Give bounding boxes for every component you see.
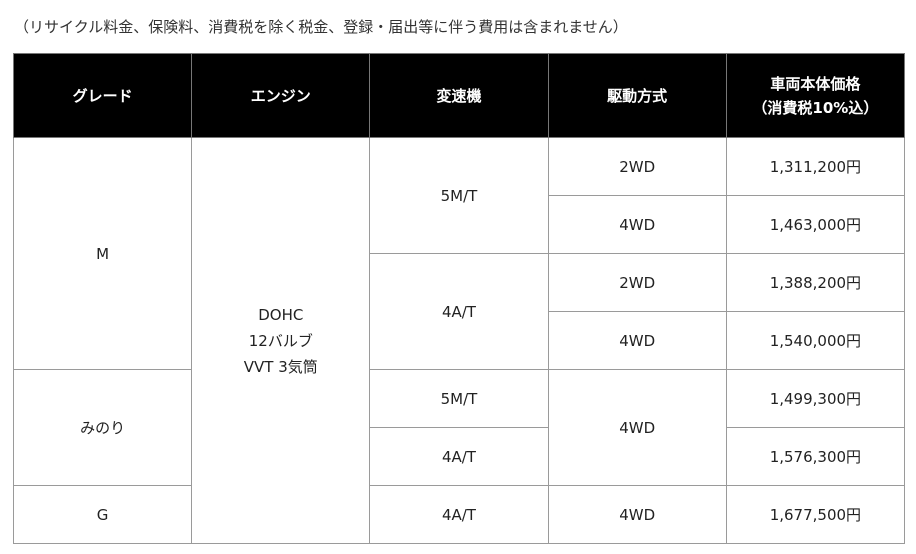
- header-grade: グレード: [12, 53, 193, 138]
- table-row: 4A/T 1,576,300円: [14, 427, 906, 486]
- drive-cell: 2WD: [547, 253, 727, 312]
- header-price-tax: （消費税10%込）: [752, 98, 879, 117]
- price-cell: 1,463,000円: [725, 195, 906, 254]
- header-price-label: 車両本体価格: [770, 74, 861, 93]
- drive-cell: 4WD: [547, 311, 727, 370]
- price-cell: 1,576,300円: [725, 427, 906, 486]
- table-row: みのり 5M/T 4WD 1,499,300円: [12, 369, 906, 486]
- engine-cell: DOHC 12バルブ VVT 3気筒: [191, 137, 371, 544]
- price-note: （リサイクル料金、保険料、消費税を除く税金、登録・届出等に伴う費用は含まれません…: [14, 18, 628, 36]
- price-cell: 1,388,200円: [725, 253, 906, 312]
- grade-cell: みのり: [12, 369, 193, 486]
- engine-line: VVT 3気筒: [243, 357, 318, 376]
- price-cell: 1,311,200円: [725, 137, 906, 196]
- table-row: M DOHC 12バルブ VVT 3気筒 5M/T 2WD 1,311,200円: [12, 137, 906, 544]
- grade-cell: G: [12, 485, 193, 544]
- table-row: 4WD 1,463,000円: [14, 195, 906, 254]
- header-price: 車両本体価格 （消費税10%込）: [725, 53, 906, 138]
- header-transmission: 変速機: [369, 53, 549, 138]
- table-row: G 4A/T 4WD 1,677,500円: [12, 485, 906, 544]
- header-drive: 駆動方式: [547, 53, 727, 138]
- engine-line: DOHC: [258, 305, 304, 324]
- grade-cell: M: [12, 137, 193, 370]
- table-header-row: グレード エンジン 変速機 駆動方式 車両本体価格 （消費税10%込）: [12, 53, 906, 138]
- drive-cell: 4WD: [547, 485, 727, 544]
- engine-line: 12バルブ: [248, 331, 313, 350]
- price-cell: 1,677,500円: [725, 485, 906, 544]
- price-cell: 1,540,000円: [725, 311, 906, 370]
- drive-cell: 4WD: [547, 195, 727, 254]
- drive-cell: 4WD: [547, 369, 727, 486]
- header-engine: エンジン: [191, 53, 371, 138]
- price-table: グレード エンジン 変速機 駆動方式 車両本体価格 （消費税10%込） M DOH…: [12, 53, 906, 544]
- transmission-cell: 4A/T: [369, 253, 549, 370]
- transmission-cell: 4A/T: [369, 485, 549, 544]
- transmission-cell: 4A/T: [369, 427, 549, 486]
- drive-cell: 2WD: [547, 137, 727, 196]
- price-cell: 1,499,300円: [725, 369, 906, 428]
- transmission-cell: 5M/T: [369, 369, 549, 428]
- transmission-cell: 5M/T: [369, 137, 549, 254]
- table-row: 4WD 1,540,000円: [14, 311, 906, 370]
